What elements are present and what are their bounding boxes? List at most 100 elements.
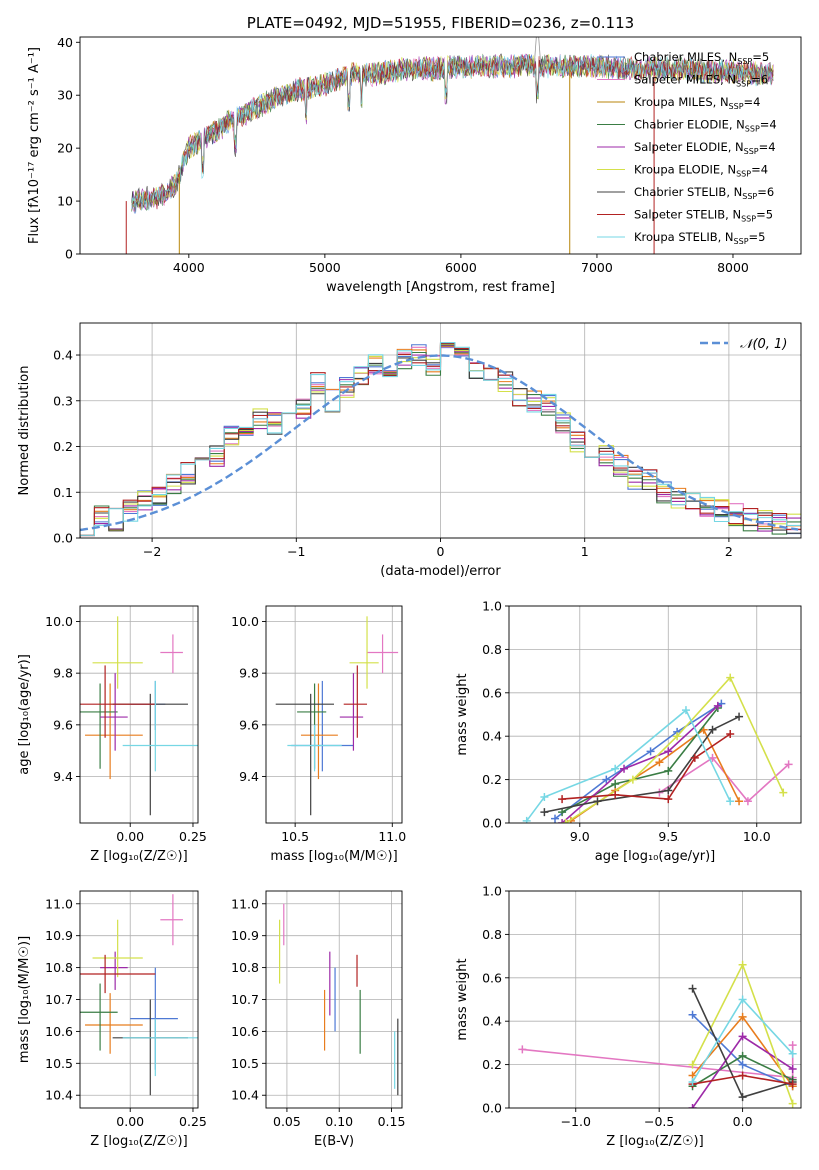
- axes-frame: [508, 890, 802, 1109]
- data-point-errorbar: [85, 683, 143, 780]
- y-tick-label: 9.8: [53, 666, 73, 681]
- panel-residuals: 𝒩(0, 1) −2 −1 0 1 2 0.0 0.1 0.2 0.3 0.4 (data-model…: [17, 322, 802, 579]
- x-tick-label: 0.0: [733, 1114, 753, 1129]
- x-tick-label: 11.0: [378, 829, 406, 844]
- y-tick-label: 10.0: [231, 614, 259, 629]
- y-tick-label: 10.6: [231, 1024, 259, 1039]
- plus-marker: [788, 1041, 797, 1050]
- legend-entry: Chabrier MILES, NSSP=5: [634, 50, 769, 66]
- plus-marker: [708, 725, 717, 734]
- plus-marker: [558, 819, 567, 823]
- y-axis-label: age [log₁₀(age/yr)]: [17, 654, 32, 775]
- x-tick-label: 0: [437, 544, 445, 559]
- plus-marker: [788, 1064, 797, 1073]
- y-tick-label: 10.9: [45, 928, 73, 943]
- x-axis-label: mass [log₁₀(M/M☉)]: [270, 849, 397, 864]
- x-tick-label: −1: [287, 544, 305, 559]
- y-tick-label: 20: [57, 141, 73, 156]
- plus-marker: [713, 701, 722, 710]
- y-tick-label: 40: [57, 35, 73, 50]
- x-tick-label: 0.00: [116, 1114, 144, 1129]
- y-tick-label: 10: [57, 194, 73, 209]
- data-point-errorbar: [275, 693, 334, 816]
- plus-marker: [688, 1104, 697, 1108]
- mass-weight-series-line: [570, 728, 740, 822]
- legend-entry: Kroupa MILES, NSSP=4: [634, 95, 760, 111]
- x-tick-label: 4000: [173, 260, 205, 275]
- spectrum-series-line: [131, 54, 774, 208]
- y-tick-label: 0.6: [482, 970, 502, 985]
- plus-marker: [673, 732, 682, 741]
- data-point-errorbar: [339, 673, 364, 751]
- x-tick-label: 9.5: [658, 829, 678, 844]
- emission-line-peak: [533, 37, 542, 64]
- x-tick-label: −1.0: [561, 1114, 591, 1129]
- legend-entry: 𝒩(0, 1): [740, 337, 787, 352]
- x-tick-label: 10.5: [281, 829, 309, 844]
- axes-frame: [265, 605, 403, 824]
- plus-marker: [735, 797, 744, 806]
- legend-entry: Chabrier STELIB, NSSP=6: [634, 185, 774, 201]
- plus-marker: [611, 779, 620, 788]
- panel-spectrum: PLATE=0492, MJD=51955, FIBERID=0236, z=0…: [27, 14, 802, 295]
- chart-title: PLATE=0492, MJD=51955, FIBERID=0236, z=0…: [247, 14, 634, 32]
- normal-distribution-curve: [80, 354, 799, 532]
- x-tick-label: −0.5: [644, 1114, 674, 1129]
- y-axis-label: mass [log₁₀(M/M☉)]: [17, 936, 32, 1063]
- x-tick-label: 2: [725, 544, 733, 559]
- plus-marker: [738, 1032, 747, 1041]
- data-point-errorbar: [122, 1018, 198, 1077]
- plot-area-age_vs_mass: [275, 616, 399, 816]
- plus-marker: [784, 760, 793, 769]
- plus-marker: [628, 775, 637, 784]
- x-tick-label: 6000: [445, 260, 477, 275]
- axes-frame: [508, 605, 802, 824]
- data-point-errorbar: [343, 665, 368, 738]
- legend-entry: Kroupa STELIB, NSSP=5: [634, 230, 765, 246]
- plus-marker: [646, 747, 655, 756]
- data-point-errorbar: [160, 894, 183, 946]
- legend: 𝒩(0, 1): [700, 337, 787, 352]
- plus-marker: [558, 795, 567, 804]
- plus-marker: [664, 766, 673, 775]
- plus-marker: [738, 1060, 747, 1069]
- data-point-errorbar: [122, 680, 198, 772]
- plus-marker: [779, 788, 788, 797]
- mass-weight-series-line: [561, 707, 719, 813]
- mass-weight-series-line: [522, 1045, 794, 1079]
- x-tick-label: 0.10: [325, 1114, 353, 1129]
- spectrum-series-line: [131, 53, 774, 210]
- panel-mass_vs_Z: 0.00 0.25 10.4 10.5 10.6 10.7 10.8 10.9 11.0 Z [l…: [17, 890, 207, 1149]
- plus-marker: [788, 1099, 797, 1108]
- y-tick-label: 10.7: [45, 992, 73, 1007]
- plus-marker: [688, 1010, 697, 1019]
- plus-marker: [726, 730, 735, 739]
- y-tick-label: 0.2: [482, 772, 502, 787]
- data-point-errorbar: [300, 683, 338, 780]
- plus-marker: [726, 797, 735, 806]
- plus-marker: [690, 753, 699, 762]
- y-tick-label: 0.4: [53, 348, 73, 363]
- plus-marker: [655, 758, 664, 767]
- data-point-errorbar: [112, 693, 188, 816]
- data-point-errorbar: [130, 967, 178, 1070]
- plot-area-spectrum: [125, 37, 774, 254]
- data-point-errorbar: [80, 683, 118, 769]
- y-tick-label: 10.4: [45, 1088, 73, 1103]
- x-tick-label: 0.25: [179, 829, 207, 844]
- plus-marker: [558, 808, 567, 817]
- x-tick-label: 0.15: [378, 1114, 406, 1129]
- y-tick-label: 0: [65, 247, 73, 262]
- y-tick-label: 9.4: [239, 769, 259, 784]
- panel-age_vs_Z: 0.00 0.25 9.4 9.6 9.8 10.0 Z [log₁₀(Z/Z☉)] age …: [17, 605, 207, 864]
- data-point-errorbar: [92, 919, 143, 978]
- plus-marker: [788, 1080, 797, 1089]
- y-tick-label: 0.0: [53, 531, 73, 546]
- data-point-errorbar: [80, 983, 118, 1051]
- plus-marker: [602, 775, 611, 784]
- plus-marker: [664, 786, 673, 795]
- y-tick-label: 10.4: [231, 1088, 259, 1103]
- x-tick-label: 0.25: [179, 1114, 207, 1129]
- y-tick-label: 0.2: [482, 1057, 502, 1072]
- plus-marker: [620, 764, 629, 773]
